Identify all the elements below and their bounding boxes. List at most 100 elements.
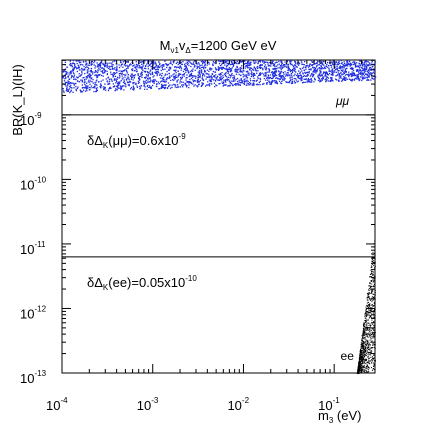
mumu-point xyxy=(82,60,84,63)
mumu-point xyxy=(142,80,145,82)
ee-point xyxy=(358,371,360,373)
mumu-point xyxy=(158,83,160,85)
ee-point xyxy=(360,342,362,344)
mumu-point xyxy=(246,61,249,63)
mumu-point xyxy=(222,76,224,79)
mumu-point xyxy=(215,69,217,71)
mumu-point xyxy=(278,60,280,63)
mumu-point xyxy=(266,61,268,63)
ee-point xyxy=(371,356,373,358)
ee-point xyxy=(362,367,364,369)
mumu-point xyxy=(255,61,257,63)
mumu-point xyxy=(76,70,78,73)
ee-point xyxy=(373,365,375,367)
mumu-point xyxy=(262,68,264,70)
mumu-point xyxy=(244,80,246,83)
mumu-point xyxy=(164,74,166,77)
mumu-point xyxy=(225,76,228,78)
ee-point xyxy=(374,351,376,353)
mumu-point xyxy=(289,74,291,76)
mumu-point xyxy=(307,74,310,76)
mumu-point xyxy=(110,79,113,81)
mumu-point xyxy=(162,78,165,81)
mumu-point xyxy=(123,70,126,72)
mumu-point xyxy=(89,76,91,78)
mumu-point xyxy=(221,68,223,70)
mumu-point xyxy=(341,79,344,82)
mumu-point xyxy=(316,62,318,64)
mumu-point xyxy=(177,70,179,72)
mumu-point xyxy=(108,78,111,80)
mumu-point xyxy=(224,68,226,70)
mumu-point xyxy=(271,79,274,82)
mumu-point xyxy=(139,87,142,89)
ee-point xyxy=(363,365,365,367)
mumu-point xyxy=(253,74,255,76)
mumu-point xyxy=(133,88,135,90)
mumu-point xyxy=(254,68,257,70)
mumu-point xyxy=(374,61,377,63)
mumu-point xyxy=(259,67,261,70)
mumu-point xyxy=(115,82,117,84)
mumu-point xyxy=(233,78,235,80)
mumu-point xyxy=(250,61,252,64)
mumu-point xyxy=(331,61,333,63)
mumu-point xyxy=(291,63,293,65)
mumu-point xyxy=(210,75,212,77)
mumu-point xyxy=(206,76,208,78)
mumu-point xyxy=(317,60,319,63)
mumu-point xyxy=(294,70,296,72)
mumu-point xyxy=(354,62,356,65)
mumu-point xyxy=(236,77,239,80)
mumu-point xyxy=(124,74,126,76)
mumu-point xyxy=(185,79,187,81)
mumu-point xyxy=(113,78,116,80)
mumu-point xyxy=(77,67,79,69)
mumu-point xyxy=(203,61,205,63)
mumu-point xyxy=(365,68,368,70)
mumu-point xyxy=(248,62,250,64)
mumu-point xyxy=(181,74,184,76)
mumu-point xyxy=(198,63,200,65)
mumu-point xyxy=(97,65,99,67)
mumu-point xyxy=(302,75,305,78)
mumu-point xyxy=(199,74,201,76)
mumu-point xyxy=(210,80,213,82)
ee-point xyxy=(367,297,369,299)
mumu-point xyxy=(81,80,84,82)
y-tick-labels: 10-9 10-10 10-11 10-12 10-13 xyxy=(20,111,47,386)
mumu-point xyxy=(218,67,220,69)
ee-point xyxy=(364,350,366,352)
mumu-point xyxy=(283,76,285,78)
ee-point xyxy=(369,323,371,325)
mumu-point xyxy=(227,68,230,71)
mumu-point xyxy=(66,72,68,74)
mumu-point xyxy=(251,74,253,76)
mumu-point xyxy=(233,75,236,77)
mumu-point xyxy=(230,75,232,77)
mumu-point xyxy=(145,74,148,76)
mumu-point xyxy=(114,60,116,62)
ee-point xyxy=(362,354,364,356)
ee-point xyxy=(358,367,360,369)
mumu-point xyxy=(367,79,369,81)
mumu-point xyxy=(272,75,274,77)
ee-point xyxy=(368,293,370,295)
ee-point xyxy=(360,353,362,355)
mumu-point xyxy=(300,68,302,70)
mumu-point xyxy=(359,69,362,71)
mumu-point xyxy=(337,70,339,72)
mumu-point xyxy=(100,85,102,87)
mumu-point xyxy=(248,72,250,74)
ee-point xyxy=(370,347,372,349)
mumu-point xyxy=(113,60,115,62)
mumu-point xyxy=(344,62,346,65)
mumu-point xyxy=(323,67,325,70)
mumu-point xyxy=(120,80,122,82)
ee-point xyxy=(360,367,361,369)
mumu-point xyxy=(313,63,315,65)
mumu-point xyxy=(321,68,323,70)
mumu-point xyxy=(296,81,298,83)
mumu-point xyxy=(73,87,75,89)
mumu-point xyxy=(268,77,270,80)
